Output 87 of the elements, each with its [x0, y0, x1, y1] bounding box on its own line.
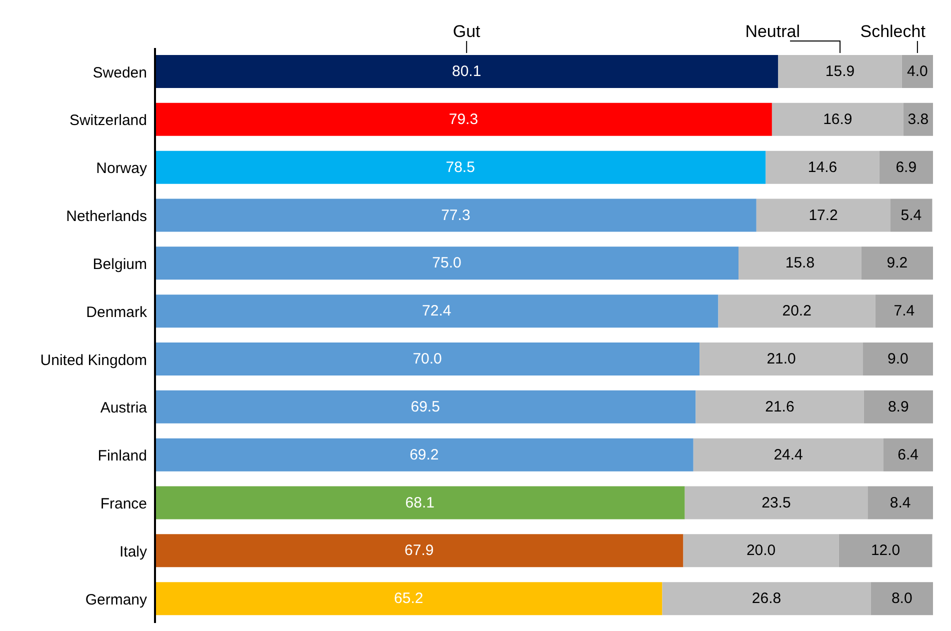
bar: [870, 582, 933, 616]
y-tick-label: United Kingdom: [40, 352, 147, 369]
y-tick-label: Norway: [96, 160, 148, 178]
y-tick-label: Italy: [119, 543, 148, 560]
bar: [155, 198, 756, 232]
data-label: 6.9: [896, 158, 917, 176]
data-label: 12.0: [870, 542, 900, 560]
data-label: 69.2: [410, 446, 439, 464]
data-label: 65.2: [394, 590, 424, 608]
bar: [879, 150, 933, 184]
series-label: Schlecht: [860, 22, 926, 41]
bar: [718, 294, 876, 328]
bar: [903, 102, 933, 136]
bar: [838, 534, 932, 568]
data-label: 70.0: [412, 350, 442, 368]
bar: [902, 55, 933, 88]
bar: [696, 390, 864, 424]
y-tick-label: Netherlands: [66, 208, 147, 226]
bar: [155, 582, 662, 616]
data-label: 26.8: [752, 590, 782, 608]
bar: [756, 198, 890, 232]
bar: [766, 150, 880, 184]
y-tick-label: Belgium: [92, 256, 147, 273]
data-label: 67.9: [404, 542, 434, 560]
bar: [864, 390, 933, 424]
y-tick-label: Switzerland: [69, 112, 147, 130]
bar: [155, 534, 684, 568]
data-label: 16.9: [823, 110, 852, 128]
data-label: 5.4: [900, 206, 922, 224]
bar: [684, 486, 868, 520]
data-label: 21.6: [765, 398, 794, 416]
bar: [693, 438, 884, 472]
bar: [772, 102, 904, 136]
data-label: 72.4: [422, 302, 452, 320]
bar: [662, 582, 871, 616]
data-label: 17.2: [808, 206, 838, 224]
bar: [890, 198, 932, 232]
data-label: 7.4: [894, 302, 915, 320]
data-label: 8.0: [891, 590, 912, 608]
data-label: 20.0: [746, 542, 776, 560]
y-tick-label: Finland: [98, 448, 147, 465]
y-tick-label: France: [100, 496, 147, 513]
bar: [861, 246, 933, 280]
data-label: 75.0: [432, 254, 462, 272]
data-label: 69.5: [410, 398, 440, 416]
data-label: 15.8: [785, 254, 815, 272]
data-label: 8.4: [890, 494, 911, 512]
data-label: 8.9: [888, 398, 909, 416]
bar: [883, 438, 933, 472]
data-label: 80.1: [452, 63, 482, 80]
bar: [155, 486, 685, 520]
bar: [683, 534, 839, 568]
series-label: Neutral: [745, 22, 800, 41]
data-label: 68.1: [405, 494, 435, 512]
y-tick-label: Sweden: [92, 64, 147, 82]
data-label: 9.2: [886, 254, 908, 272]
data-label: 21.0: [766, 350, 796, 368]
data-label: 77.3: [441, 206, 470, 224]
data-label: 24.4: [774, 446, 803, 464]
bar: [155, 55, 778, 88]
data-label: 3.8: [908, 110, 929, 128]
bar: [778, 55, 902, 88]
bar: [155, 342, 700, 376]
bar: [155, 438, 694, 472]
bar: [155, 246, 738, 280]
data-label: 78.5: [446, 158, 475, 176]
series-label: Gut: [452, 22, 481, 41]
data-label: 4.0: [907, 63, 928, 80]
bar: [738, 246, 862, 280]
bar: [155, 294, 718, 328]
data-label: 15.9: [825, 63, 855, 80]
y-tick-label: Austria: [100, 400, 148, 417]
bar: [155, 390, 696, 424]
bar: [700, 342, 863, 376]
y-tick-label: Germany: [85, 591, 148, 608]
data-label: 14.6: [808, 158, 838, 176]
data-label: 20.2: [782, 302, 812, 320]
bar: [868, 486, 933, 520]
bar: [155, 150, 766, 184]
data-label: 79.3: [448, 110, 478, 128]
data-label: 6.4: [898, 446, 919, 464]
bar: [875, 294, 933, 328]
bar: [155, 102, 772, 136]
bar: [862, 342, 933, 376]
data-label: 9.0: [888, 350, 908, 368]
y-tick-label: Denmark: [86, 304, 148, 321]
data-label: 23.5: [762, 494, 791, 512]
